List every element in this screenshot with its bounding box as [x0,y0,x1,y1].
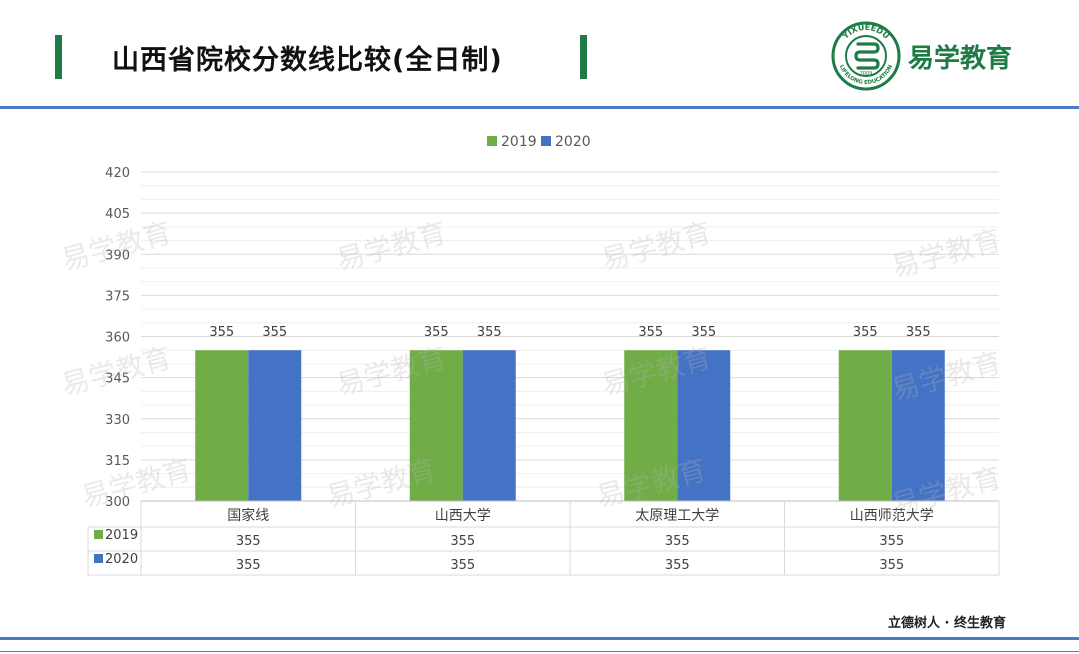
footer-divider [0,637,1079,640]
bar-2019-3 [838,350,892,501]
bar-2020-2 [677,350,731,501]
table-legend-key [94,530,103,539]
data-table: 国家线 355 355 山西大学 355 355 太原理工大学 355 355 山西师范大学 355… [87,500,1000,576]
logo-ring-top-text: YIXUEEDU [840,23,891,42]
category-label: 太原理工大学 [635,508,719,524]
table-cell-value: 355 [879,558,904,573]
footer-divider-thin [0,651,1079,652]
chart-bars [195,350,945,501]
title-accent-right [580,35,587,79]
y-tick-label: 300 [105,495,130,510]
data-label: 355 [477,325,502,340]
data-label: 355 [424,325,449,340]
title-accent-left [55,35,62,79]
bar-2020-3 [891,350,945,501]
y-tick-label: 375 [105,289,130,304]
table-cell-value: 355 [879,534,904,549]
data-label: 355 [262,325,287,340]
table-series-name: 2019 [105,528,138,543]
svg-text:YIXUEEDU: YIXUEEDU [840,23,891,42]
logo-year: 2009 [860,71,873,77]
table-cell-value: 355 [665,534,690,549]
y-axis: 300 315 330 345 360 375 390 405 420 [105,166,130,510]
data-label: 355 [906,325,931,340]
data-label: 355 [691,325,716,340]
data-labels: 355 355 355 355 355 355 355 355 [209,325,930,340]
bar-2019-1 [409,350,463,501]
data-label: 355 [638,325,663,340]
bar-2019-0 [195,350,249,501]
legend-key-2019 [487,136,497,146]
table-cell-value: 355 [450,558,475,573]
table-cell-value: 355 [236,534,261,549]
bar-2019-2 [624,350,678,501]
category-label: 山西大学 [435,508,491,524]
legend-key-2020 [541,136,551,146]
category-label: 国家线 [227,507,269,524]
y-tick-label: 420 [105,166,130,181]
chart-legend: 2019 2020 [487,134,591,150]
table-cell-value: 355 [665,558,690,573]
table-cell-value: 355 [450,534,475,549]
y-tick-label: 315 [105,454,130,469]
y-tick-label: 390 [105,248,130,263]
table-cell-value: 355 [236,558,261,573]
category-label: 山西师范大学 [850,507,934,524]
legend-label-2020: 2020 [555,134,591,150]
y-tick-label: 405 [105,207,130,222]
bar-2020-1 [462,350,516,501]
header-divider [0,106,1079,109]
brand-logo: YIXUEEDU LIFELONG EDUCATION 2009 易学教育 [830,20,1030,92]
y-tick-label: 345 [105,372,130,387]
table-series-name: 2020 [105,552,138,567]
data-label: 355 [853,325,878,340]
footer-slogan: 立德树人 · 终生教育 [888,616,1006,631]
bar-2020-0 [248,350,302,501]
logo-text: 易学教育 [908,44,1013,74]
y-tick-label: 330 [105,413,130,428]
legend-label-2019: 2019 [501,134,537,150]
logo-seal-icon: YIXUEEDU LIFELONG EDUCATION 2009 [831,21,901,91]
table-legend-key [94,554,103,563]
page-title: 山西省院校分数线比较(全日制) [112,45,503,76]
data-label: 355 [209,325,234,340]
y-tick-label: 360 [105,331,130,346]
